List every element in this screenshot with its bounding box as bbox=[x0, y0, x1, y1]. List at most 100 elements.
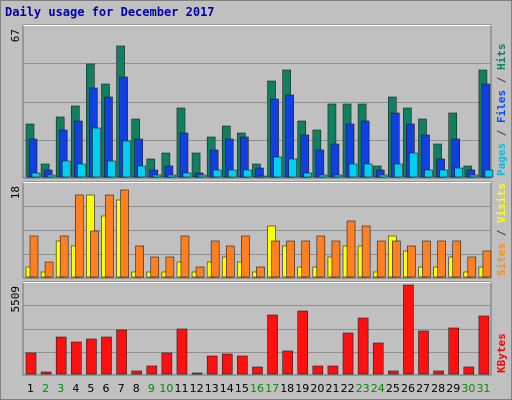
bar-sites-15 bbox=[241, 235, 250, 278]
bar-files-19 bbox=[300, 134, 310, 178]
bar-kbytes-13 bbox=[206, 355, 218, 375]
x-tick-label-6: 6 bbox=[103, 382, 110, 395]
bar-sites-24 bbox=[376, 240, 386, 278]
bar-pages-13 bbox=[212, 169, 222, 178]
bar-sites-23 bbox=[361, 225, 371, 278]
bar-kbytes-27 bbox=[418, 330, 429, 375]
bar-kbytes-3 bbox=[55, 336, 67, 375]
bar-pages-22 bbox=[348, 163, 358, 178]
bar-files-20 bbox=[315, 149, 325, 178]
bar-pages-17 bbox=[273, 156, 282, 178]
bar-pages-10 bbox=[167, 174, 177, 178]
bar-sites-26 bbox=[407, 245, 416, 278]
bar-pages-7 bbox=[122, 140, 131, 178]
panel-1-ymax-label: 67 bbox=[9, 29, 22, 42]
x-tick-label-28: 28 bbox=[431, 382, 445, 395]
x-tick-label-8: 8 bbox=[133, 382, 140, 395]
bar-sites-31 bbox=[482, 250, 492, 278]
bar-kbytes-26 bbox=[403, 284, 414, 375]
x-tick-label-3: 3 bbox=[57, 382, 64, 395]
bar-pages-20 bbox=[318, 174, 328, 178]
x-tick-label-14: 14 bbox=[220, 382, 234, 395]
x-tick-label-4: 4 bbox=[72, 382, 79, 395]
bar-sites-8 bbox=[135, 245, 144, 278]
x-tick-label-25: 25 bbox=[386, 382, 400, 395]
bar-sites-14 bbox=[225, 245, 235, 278]
x-tick-label-30: 30 bbox=[461, 382, 475, 395]
bar-kbytes-5 bbox=[86, 338, 97, 375]
panel-3-ymax-label: 5509 bbox=[9, 286, 22, 313]
x-tick-label-24: 24 bbox=[371, 382, 385, 395]
x-tick-label-31: 31 bbox=[476, 382, 490, 395]
bar-pages-18 bbox=[288, 158, 297, 178]
bar-kbytes-29 bbox=[448, 327, 460, 375]
bar-kbytes-16 bbox=[252, 366, 263, 375]
bar-kbytes-23 bbox=[357, 317, 369, 375]
bar-kbytes-21 bbox=[327, 365, 339, 375]
bar-sites-3 bbox=[59, 235, 69, 278]
bar-sites-25 bbox=[392, 240, 401, 278]
bar-kbytes-20 bbox=[312, 365, 324, 375]
bar-pages-6 bbox=[107, 160, 116, 178]
bar-kbytes-10 bbox=[161, 352, 173, 375]
bar-sites-9 bbox=[150, 256, 160, 278]
chart-title: Daily usage for December 2017 bbox=[5, 5, 215, 19]
bar-sites-30 bbox=[467, 256, 477, 278]
x-tick-label-5: 5 bbox=[87, 382, 94, 395]
x-tick-label-9: 9 bbox=[148, 382, 155, 395]
bar-sites-5 bbox=[90, 230, 99, 278]
bar-files-1 bbox=[28, 138, 38, 178]
bar-pages-21 bbox=[333, 174, 343, 178]
bar-pages-1 bbox=[31, 172, 41, 178]
bar-kbytes-24 bbox=[372, 342, 384, 375]
x-tick-label-7: 7 bbox=[118, 382, 125, 395]
bar-pages-5 bbox=[92, 127, 101, 178]
bar-pages-23 bbox=[363, 163, 373, 178]
bar-kbytes-8 bbox=[131, 370, 142, 375]
x-tick-label-1: 1 bbox=[27, 382, 34, 395]
bar-kbytes-17 bbox=[267, 314, 278, 375]
bar-pages-25 bbox=[394, 163, 403, 178]
bar-pages-9 bbox=[152, 174, 162, 178]
bar-sites-2 bbox=[44, 261, 54, 278]
bar-sites-17 bbox=[271, 240, 280, 278]
bar-kbytes-22 bbox=[342, 332, 354, 375]
bar-kbytes-30 bbox=[463, 366, 475, 375]
bar-sites-16 bbox=[256, 266, 265, 278]
x-tick-label-15: 15 bbox=[235, 382, 249, 395]
bar-pages-2 bbox=[46, 174, 56, 178]
bar-sites-1 bbox=[29, 235, 39, 278]
bar-pages-26 bbox=[409, 152, 418, 178]
bar-pages-28 bbox=[439, 169, 448, 178]
x-tick-label-23: 23 bbox=[356, 382, 370, 395]
bar-sites-28 bbox=[437, 240, 446, 278]
x-tick-label-27: 27 bbox=[416, 382, 430, 395]
bar-pages-16 bbox=[258, 175, 267, 178]
bar-pages-19 bbox=[303, 172, 313, 178]
x-tick-label-19: 19 bbox=[295, 382, 309, 395]
bar-pages-8 bbox=[137, 165, 146, 178]
x-tick-label-21: 21 bbox=[325, 382, 339, 395]
bar-kbytes-31 bbox=[478, 315, 490, 375]
panel-2-ymax-label: 18 bbox=[9, 186, 22, 199]
bar-files-11 bbox=[179, 132, 189, 178]
bar-pages-4 bbox=[76, 163, 86, 178]
bar-kbytes-15 bbox=[237, 355, 248, 375]
bar-kbytes-1 bbox=[25, 352, 37, 375]
bar-sites-21 bbox=[331, 240, 341, 278]
bar-pages-31 bbox=[484, 169, 494, 178]
x-tick-label-16: 16 bbox=[250, 382, 264, 395]
bar-sites-29 bbox=[452, 240, 462, 278]
bar-sites-13 bbox=[210, 240, 220, 278]
bar-sites-27 bbox=[422, 240, 431, 278]
bar-kbytes-11 bbox=[176, 328, 188, 375]
x-tick-label-11: 11 bbox=[175, 382, 189, 395]
bar-sites-19 bbox=[301, 240, 311, 278]
bar-pages-3 bbox=[61, 160, 71, 178]
bar-sites-20 bbox=[316, 235, 326, 278]
x-tick-label-2: 2 bbox=[42, 382, 49, 395]
x-tick-label-29: 29 bbox=[446, 382, 460, 395]
bar-pages-24 bbox=[378, 174, 388, 178]
